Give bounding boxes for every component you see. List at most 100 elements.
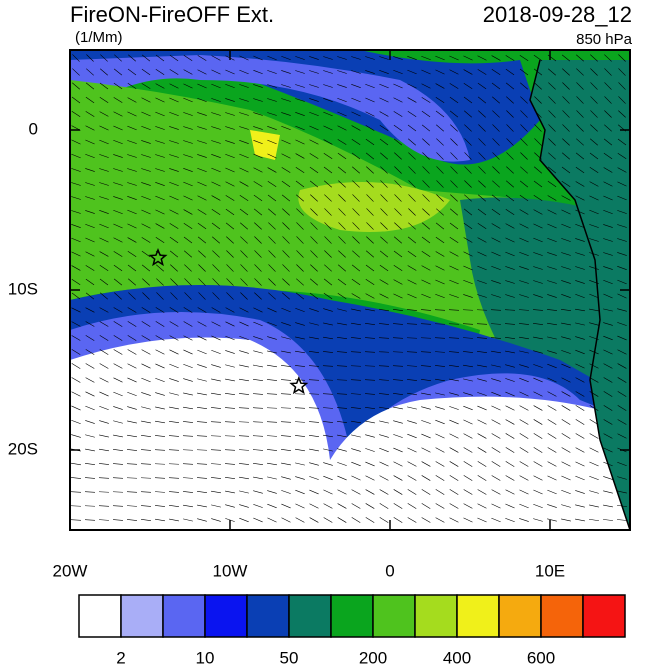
- wind-barb: [352, 194, 360, 202]
- wind-barb: [99, 111, 109, 117]
- wind-barb: [379, 503, 389, 509]
- wind-barb: [491, 280, 501, 284]
- level: 850 hPa: [576, 31, 633, 48]
- wind-barb: [547, 223, 557, 229]
- wind-barb: [71, 434, 81, 438]
- wind-barb: [240, 292, 248, 300]
- wind-barb: [211, 392, 221, 396]
- wind-barb: [421, 406, 431, 410]
- wind-barb: [421, 251, 431, 257]
- wind-barb: [169, 97, 179, 103]
- colorbar-box: [162, 594, 206, 638]
- wind-barb: [141, 68, 151, 76]
- wind-barb: [337, 489, 347, 495]
- wind-barb: [491, 461, 501, 467]
- wind-barb: [406, 323, 418, 325]
- x-tick-label: 0: [385, 561, 394, 580]
- wind-barb: [155, 140, 165, 144]
- wind-barb: [211, 83, 221, 89]
- wind-barb: [198, 278, 206, 286]
- wind-barb: [324, 180, 332, 188]
- wind-barb: [547, 433, 557, 439]
- wind-barb: [449, 69, 459, 75]
- wind-barb: [351, 517, 361, 523]
- wind-barb: [309, 139, 319, 145]
- wind-barb: [141, 195, 151, 201]
- wind-barb: [561, 363, 571, 369]
- wind-barb: [603, 152, 613, 160]
- wind-barb: [533, 503, 543, 509]
- wind-barb: [197, 236, 207, 244]
- wind-barb: [140, 491, 152, 493]
- wind-barb: [393, 279, 403, 285]
- wind-barb: [435, 489, 445, 495]
- wind-barb: [463, 461, 473, 467]
- wind-barb: [309, 448, 319, 452]
- wind-barb: [603, 308, 613, 312]
- wind-barb: [280, 379, 292, 381]
- wind-barb: [575, 363, 585, 369]
- wind-barb: [296, 208, 304, 216]
- wind-barb: [589, 224, 599, 228]
- wind-barb: [169, 250, 179, 258]
- wind-barb: [449, 208, 459, 216]
- wind-barb: [407, 83, 417, 89]
- wind-barb: [463, 69, 473, 75]
- wind-barb: [127, 349, 137, 355]
- wind-barb: [197, 222, 207, 230]
- wind-barb: [281, 125, 291, 131]
- colorbar-box: [498, 594, 542, 638]
- wind-barb: [224, 421, 236, 423]
- wind-barb: [365, 83, 375, 89]
- wind-barb: [478, 138, 486, 146]
- wind-barb: [141, 264, 151, 272]
- wind-barb: [184, 292, 192, 300]
- wind-barb: [575, 308, 585, 312]
- wind-barb: [436, 152, 444, 160]
- wind-barb: [365, 461, 375, 467]
- wind-barb: [308, 407, 320, 409]
- wind-barb: [183, 209, 193, 215]
- wind-barb: [477, 251, 487, 257]
- wind-barb: [505, 223, 515, 229]
- wind-barb: [169, 392, 179, 396]
- wind-barb: [365, 264, 375, 272]
- wind-barb: [435, 265, 445, 271]
- wind-barb: [408, 194, 416, 202]
- wind-barb: [519, 364, 529, 368]
- wind-barb: [337, 56, 347, 60]
- wind-barb: [589, 238, 599, 242]
- wind-barb: [155, 237, 165, 243]
- wind-barb: [617, 377, 627, 383]
- wind-barb: [505, 251, 515, 257]
- wind-barb: [71, 462, 81, 466]
- wind-barb: [281, 180, 291, 188]
- wind-barb: [309, 292, 319, 300]
- wind-barb: [281, 292, 291, 300]
- wind-barb: [156, 278, 164, 286]
- wind-barb: [323, 503, 333, 509]
- wind-barb: [464, 152, 472, 160]
- wind-barb: [476, 309, 488, 311]
- wind-barb: [352, 166, 360, 174]
- wind-barb: [603, 279, 613, 285]
- wind-barb: [85, 237, 95, 243]
- wind-barb: [240, 250, 248, 258]
- wind-barb: [309, 336, 319, 340]
- wind-barb: [547, 336, 557, 340]
- wind-barb: [211, 349, 221, 355]
- wind-barb: [421, 392, 431, 396]
- wind-barb: [267, 490, 277, 494]
- wind-barb: [112, 505, 124, 507]
- wind-barb: [420, 351, 432, 353]
- wind-barb: [295, 167, 305, 173]
- wind-barb: [225, 112, 235, 116]
- wind-barb: [253, 153, 263, 159]
- wind-barb: [491, 194, 501, 202]
- wind-barb: [183, 406, 193, 410]
- wind-barb: [113, 434, 123, 438]
- wind-barb: [506, 138, 514, 146]
- wind-barb: [407, 97, 417, 103]
- wind-barb: [477, 69, 487, 75]
- wind-barb: [281, 112, 291, 116]
